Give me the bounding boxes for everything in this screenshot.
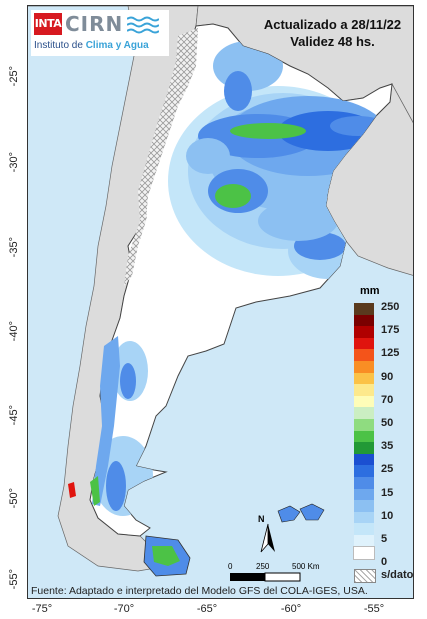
inta-cirn-logo: INTA CIRN Instituto de Clima y Agua (31, 10, 169, 56)
legend-label: 15 (381, 486, 394, 499)
chile-red-spot (68, 482, 76, 498)
legend-swatch (354, 395, 374, 408)
precipitation-map (28, 6, 413, 577)
latitude-label: -55° (8, 569, 20, 590)
legend-swatch (354, 384, 374, 397)
latitude-label: -35° (8, 237, 20, 258)
nodata-andes (124, 28, 198, 286)
legend-swatch (353, 545, 375, 560)
legend-swatch (354, 314, 374, 327)
legend-label: 175 (381, 324, 400, 337)
legend-label: 50 (381, 417, 394, 429)
institute-name: Instituto de Clima y Agua (34, 40, 149, 51)
legend-label: 0 (381, 556, 388, 569)
legend-swatch (354, 361, 374, 374)
latitude-label: -45° (8, 405, 20, 426)
legend-swatch (354, 488, 374, 501)
legend-label: 35 (381, 440, 394, 453)
latitude-label: -25° (8, 66, 20, 87)
longitude-label: -60° (280, 603, 302, 615)
scale-label-250: 250 (256, 562, 270, 571)
source-footer: Fuente: Adaptado e interpretado del Mode… (31, 585, 368, 597)
chile-green-band (90, 476, 100, 506)
legend-swatch (354, 511, 374, 524)
legend-label: 25 (381, 463, 394, 476)
tdf-green (152, 546, 180, 566)
latitude-label: -30° (8, 152, 20, 173)
north-arrow-icon: N (258, 514, 275, 553)
cirn-logo-text: CIRN (65, 12, 124, 36)
legend-swatch (354, 349, 374, 362)
legend-label: 5 (381, 533, 388, 545)
longitude-label: -65° (196, 603, 218, 615)
validity: Validez 48 hs. (290, 34, 375, 49)
map-frame (27, 5, 414, 599)
water-waves-icon (127, 16, 159, 34)
scale-label-500: 500 Km (292, 562, 320, 571)
longitude-label: -55° (363, 603, 385, 615)
legend-label: 10 (381, 509, 394, 522)
legend-label: 250 (381, 301, 400, 313)
scale-label-0: 0 (228, 562, 233, 571)
latitude-label: -50° (8, 488, 20, 509)
malvinas-islands (277, 503, 325, 523)
map-header: Actualizado a 28/11/22 Validez 48 hs. (250, 16, 415, 50)
legend-swatch (354, 337, 374, 350)
legend-swatch (354, 535, 374, 548)
chile-precip-band (92, 336, 120, 506)
legend-swatch (354, 419, 374, 432)
legend-swatch (354, 326, 374, 339)
legend-swatch (354, 442, 374, 455)
legend-label: 90 (381, 370, 394, 383)
legend-swatch (354, 523, 374, 536)
legend-swatch (354, 407, 374, 420)
north-label: N (258, 514, 265, 524)
no-data-swatch (354, 569, 376, 583)
updated-date: Actualizado a 28/11/22 (263, 17, 402, 32)
legend-swatch (354, 500, 374, 513)
legend-swatch (354, 303, 374, 316)
legend-swatch (354, 453, 374, 466)
legend-swatch (354, 465, 374, 478)
legend-label: 70 (381, 393, 394, 406)
legend-label: 125 (381, 347, 400, 360)
legend-unit: mm (360, 285, 380, 297)
legend-swatch (354, 477, 374, 490)
inta-logo-mark: INTA (34, 13, 62, 35)
legend-swatch (354, 430, 374, 443)
longitude-label: -70° (113, 603, 135, 615)
no-data-label: s/dato (381, 569, 414, 581)
latitude-label: -40° (8, 321, 20, 342)
longitude-label: -75° (31, 603, 53, 615)
scale-bar: 0 250 500 Km (228, 562, 320, 582)
legend-swatch (354, 372, 374, 385)
